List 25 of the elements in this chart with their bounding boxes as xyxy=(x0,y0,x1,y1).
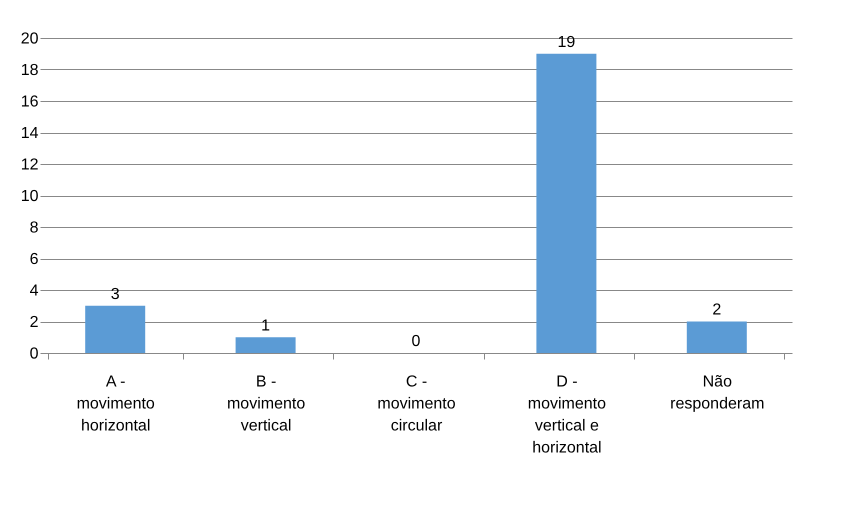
y-tick-label: 14 xyxy=(20,125,39,142)
bar xyxy=(536,54,596,353)
data-label: 0 xyxy=(412,333,421,350)
x-tick-label: B - movimento vertical xyxy=(226,374,306,434)
bar xyxy=(236,337,296,353)
y-tick-label: 20 xyxy=(20,30,39,48)
x-tick-label: Não responderam xyxy=(670,374,764,412)
y-tick-label: 10 xyxy=(20,188,39,205)
y-tick-label: 0 xyxy=(30,346,39,362)
y-tick-label: 16 xyxy=(20,94,39,110)
y-tick-label: 18 xyxy=(20,62,39,79)
y-tick-label: 12 xyxy=(20,156,39,174)
bar xyxy=(85,306,146,353)
data-label: 1 xyxy=(261,317,270,334)
x-tick-label: C - movimento circular xyxy=(377,374,456,434)
data-label: 3 xyxy=(110,286,120,303)
bar xyxy=(686,322,747,353)
x-tick-label: A - movimento horizontal xyxy=(76,374,155,434)
y-tick-label: 6 xyxy=(30,251,39,268)
y-tick-label: 2 xyxy=(30,314,39,331)
data-label: 19 xyxy=(558,34,576,51)
x-tick-label: D - movimento vertical e horizontal xyxy=(528,374,606,456)
y-tick-label: 4 xyxy=(30,282,39,300)
y-tick-label: 8 xyxy=(30,220,39,236)
data-label: 2 xyxy=(712,302,722,318)
